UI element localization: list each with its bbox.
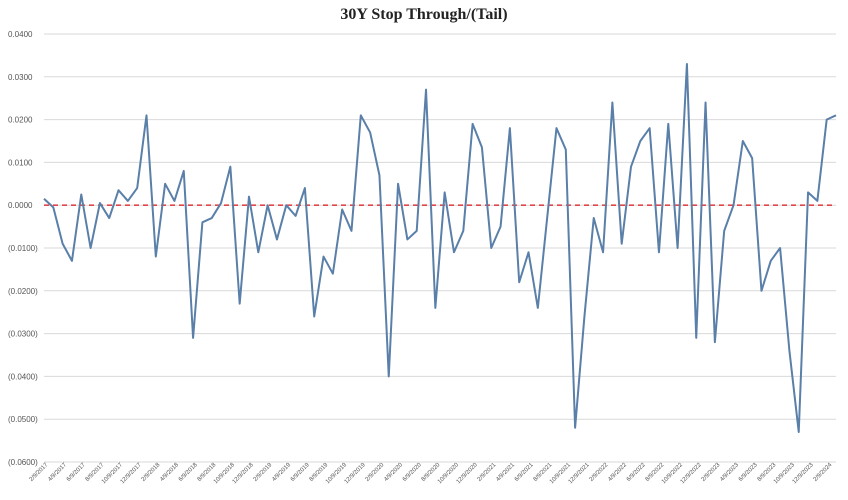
series-line-layer	[43, 62, 837, 434]
x-tick-label: 12/9/2019	[344, 462, 368, 486]
chart-title: 30Y Stop Through/(Tail)	[340, 6, 508, 23]
y-tick-label: (0.0200)	[8, 287, 38, 296]
x-tick-label: 2/9/2022	[589, 462, 610, 483]
y-tick-label: (0.0600)	[8, 458, 38, 467]
x-axis-ticks: 2/9/20174/9/20176/9/20178/9/201710/9/201…	[29, 462, 834, 486]
y-tick-label: 0.0400	[8, 30, 33, 39]
x-tick-label: 4/9/2019	[271, 462, 292, 483]
x-tick-label: 6/9/2018	[178, 462, 199, 483]
x-tick-label: 2/9/2020	[365, 462, 386, 483]
x-tick-label: 12/9/2017	[120, 462, 144, 486]
x-tick-label: 6/9/2017	[66, 462, 87, 483]
x-tick-label: 12/9/2022	[680, 462, 704, 486]
y-tick-label: (0.0300)	[8, 330, 38, 339]
x-tick-label: 12/9/2021	[568, 462, 592, 486]
y-tick-label: (0.0500)	[8, 415, 38, 424]
x-tick-label: 6/9/2019	[290, 462, 311, 483]
x-tick-label: 4/9/2022	[607, 462, 628, 483]
x-tick-label: 12/9/2018	[232, 462, 256, 486]
y-tick-label: 0.0100	[8, 158, 33, 167]
x-tick-label: 2/9/2019	[253, 462, 274, 483]
x-tick-label: 2/9/2021	[477, 462, 498, 483]
x-tick-label: 2/9/2024	[813, 462, 834, 483]
y-tick-label: 0.0000	[8, 201, 33, 210]
x-tick-label: 6/9/2022	[626, 462, 647, 483]
x-tick-label: 2/9/2023	[701, 462, 722, 483]
x-tick-label: 4/9/2020	[383, 462, 404, 483]
y-tick-label: (0.0400)	[8, 372, 38, 381]
x-tick-label: 6/9/2020	[402, 462, 423, 483]
x-tick-label: 2/9/2018	[141, 462, 162, 483]
y-tick-label: 0.0300	[8, 73, 33, 82]
series-line	[43, 62, 837, 434]
x-tick-label: 6/9/2021	[514, 462, 535, 483]
y-tick-label: (0.0100)	[8, 244, 38, 253]
x-tick-label: 4/9/2017	[47, 462, 68, 483]
x-tick-label: 6/9/2023	[738, 462, 759, 483]
y-axis-ticks: 0.0400 0.0300 0.0200 0.0100 0.0000 (0.0100) (0…	[8, 30, 38, 467]
y-tick-label: 0.0200	[8, 116, 33, 125]
x-tick-label: 12/9/2023	[792, 462, 816, 486]
x-tick-label: 12/9/2020	[456, 462, 480, 486]
x-tick-label: 4/9/2023	[719, 462, 740, 483]
x-tick-label: 4/9/2018	[159, 462, 180, 483]
x-tick-label: 4/9/2021	[495, 462, 516, 483]
